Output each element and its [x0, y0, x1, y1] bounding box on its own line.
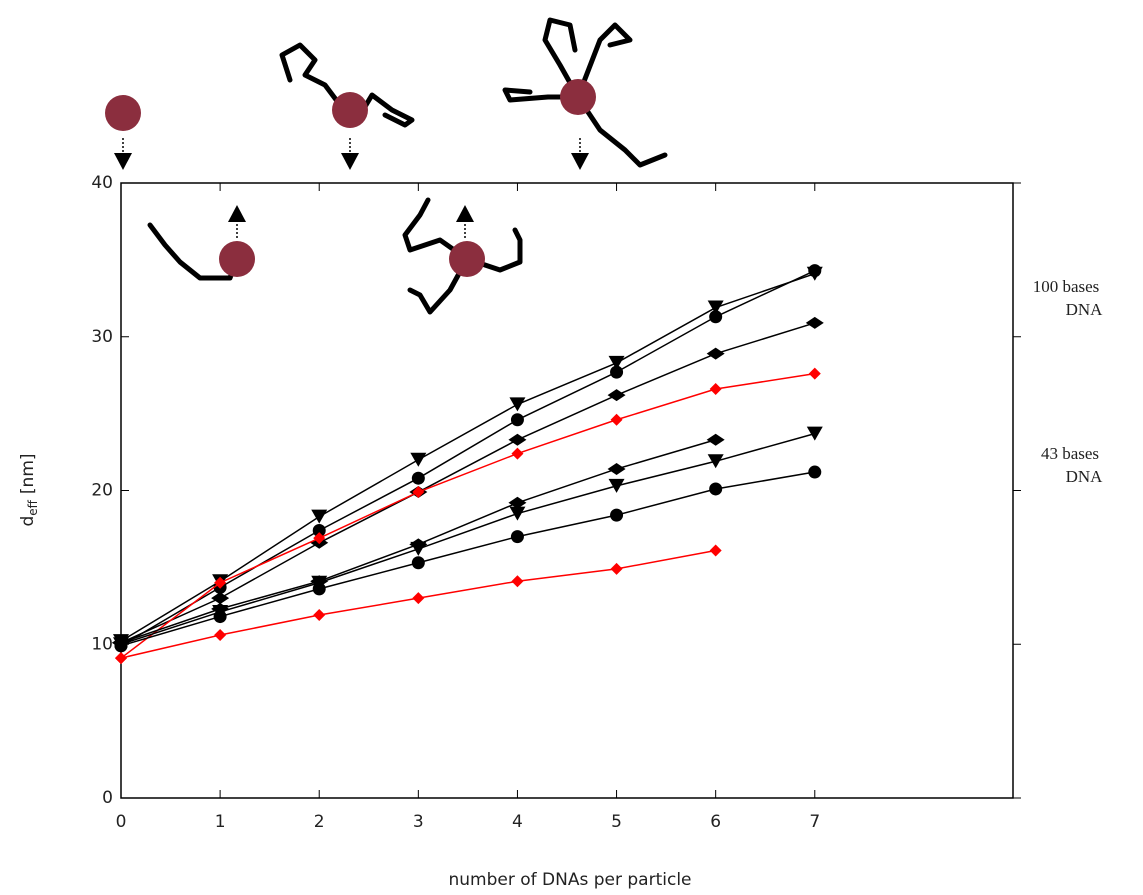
marker	[709, 544, 722, 557]
marker	[607, 389, 626, 402]
marker	[808, 465, 822, 479]
marker	[709, 482, 723, 496]
marker	[806, 426, 823, 441]
marker	[511, 575, 524, 588]
x-tick-label: 7	[809, 812, 820, 832]
marker	[608, 478, 625, 493]
x-axis-label: number of DNAs per particle	[449, 870, 692, 890]
y-label-main: d	[18, 516, 38, 527]
x-tick-label: 1	[215, 812, 226, 832]
marker	[707, 300, 724, 315]
dna-strand	[402, 197, 523, 315]
annotation: DNA	[1066, 467, 1104, 486]
series-line	[120, 432, 815, 645]
marker	[509, 397, 526, 412]
dna-strand	[279, 42, 415, 128]
x-tick-label: 5	[611, 812, 622, 832]
marker	[411, 556, 425, 570]
marker	[410, 452, 427, 467]
marker	[313, 609, 326, 622]
y-tick-label: 20	[91, 481, 113, 501]
marker	[610, 365, 624, 379]
marker	[608, 355, 625, 370]
marker	[510, 413, 524, 427]
marker	[213, 610, 227, 624]
y-axis-label: deff [nm]	[18, 453, 40, 526]
marker	[510, 530, 524, 544]
marker	[412, 592, 425, 605]
marker	[214, 629, 227, 642]
series-line	[120, 273, 816, 642]
x-tick-label: 4	[512, 812, 523, 832]
series-line	[120, 322, 816, 644]
arrows	[122, 138, 581, 238]
cartoons	[105, 17, 668, 315]
series-line	[120, 269, 816, 647]
marker	[610, 508, 624, 522]
marker	[808, 264, 822, 278]
particle	[332, 92, 368, 128]
particle	[560, 79, 596, 115]
marker	[411, 471, 425, 485]
marker	[511, 447, 524, 460]
marker	[610, 562, 623, 575]
y-tick-label: 0	[102, 788, 113, 808]
marker	[508, 433, 527, 446]
marker	[509, 506, 526, 521]
marker	[808, 367, 821, 380]
marker	[114, 639, 128, 653]
series-line	[120, 471, 815, 647]
particle	[449, 241, 485, 277]
marker	[211, 592, 230, 605]
annotation: 100 bases	[1033, 277, 1100, 296]
marker	[412, 486, 425, 499]
marker	[805, 316, 824, 329]
y-tick-label: 30	[91, 327, 113, 347]
marker	[706, 347, 725, 360]
plot-frame	[120, 182, 1014, 799]
marker	[311, 509, 328, 524]
marker	[312, 523, 326, 537]
marker	[610, 413, 623, 426]
marker	[313, 532, 326, 545]
particle	[219, 241, 255, 277]
marker	[312, 582, 326, 596]
series-line	[120, 372, 815, 659]
marker	[508, 496, 527, 509]
x-tick-label: 2	[314, 812, 325, 832]
x-tick-label: 3	[413, 812, 424, 832]
marker	[410, 541, 427, 556]
y-tick-label: 40	[91, 173, 113, 193]
x-tick-label: 0	[116, 812, 127, 832]
y-label-unit: [nm]	[18, 453, 38, 494]
marker	[706, 433, 725, 446]
marker	[709, 310, 723, 324]
marker	[607, 462, 626, 475]
dna-strand	[502, 17, 668, 168]
marker	[707, 454, 724, 469]
marker	[214, 576, 227, 589]
arrow-heads	[114, 153, 589, 222]
y-tick-label: 10	[91, 634, 113, 654]
marker	[115, 652, 127, 665]
marker	[709, 383, 722, 396]
particle	[105, 95, 141, 131]
y-label-sub: eff	[26, 499, 40, 515]
x-tick-label: 6	[710, 812, 721, 832]
annotation: 43 bases	[1041, 444, 1099, 463]
annotation: DNA	[1066, 300, 1104, 319]
